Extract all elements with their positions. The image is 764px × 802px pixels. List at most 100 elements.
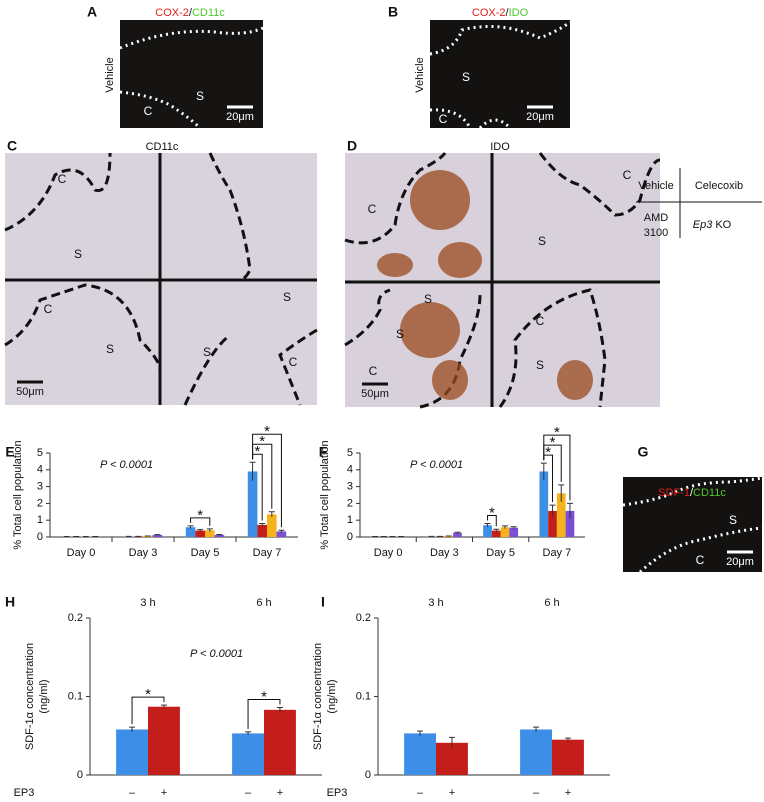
panel-label: A bbox=[87, 4, 97, 20]
y-tick-label: 3 bbox=[37, 481, 43, 493]
y-axis-label: SDF-1α concentration bbox=[312, 643, 324, 750]
significance-bracket bbox=[190, 517, 211, 526]
y-tick-label: 0.2 bbox=[356, 612, 371, 624]
y-tick-label: 0 bbox=[347, 531, 353, 543]
boundary bbox=[429, 20, 571, 56]
error-bar bbox=[259, 523, 266, 527]
key-text: Vehicle bbox=[638, 180, 673, 192]
scale-label: 20μm bbox=[726, 556, 754, 568]
region-label: C bbox=[536, 314, 545, 328]
significance-bracket bbox=[252, 433, 282, 528]
bar bbox=[214, 534, 225, 537]
text-part: CD11c bbox=[192, 7, 225, 19]
bar bbox=[552, 739, 584, 775]
side-label: Vehicle bbox=[104, 57, 116, 92]
text-part: CD11c bbox=[693, 487, 726, 499]
text-part: IDO bbox=[509, 7, 529, 19]
bar bbox=[520, 729, 552, 775]
significance-label: * bbox=[197, 507, 203, 524]
error-bar bbox=[448, 736, 455, 749]
y-tick-label: 2 bbox=[347, 497, 353, 509]
text-part: COX-2 bbox=[155, 7, 189, 19]
error-bar bbox=[454, 531, 461, 534]
significance-label: * bbox=[145, 686, 151, 703]
error-bar bbox=[154, 534, 161, 536]
x-tick-label: Day 0 bbox=[67, 547, 96, 559]
panel-label: G bbox=[638, 444, 649, 460]
bar bbox=[276, 531, 287, 537]
bar bbox=[267, 514, 277, 537]
y-tick-label: 2 bbox=[37, 497, 43, 509]
boundary bbox=[344, 152, 661, 409]
group-label: 3 h bbox=[140, 597, 155, 609]
panel-label: E bbox=[5, 444, 14, 460]
error-bar bbox=[245, 731, 252, 735]
x-tick-label: Day 7 bbox=[253, 547, 282, 559]
boundary bbox=[429, 108, 512, 130]
region-label: S bbox=[203, 345, 211, 359]
error-bar bbox=[540, 462, 547, 480]
text-part: / bbox=[506, 7, 510, 19]
panel-title: COX-2/CD11c bbox=[155, 7, 225, 19]
annotation: P < 0.0001 bbox=[190, 648, 243, 660]
bar bbox=[500, 527, 510, 537]
x-tick-label: Day 3 bbox=[430, 547, 459, 559]
error-bar bbox=[276, 706, 283, 713]
region-label: C bbox=[144, 104, 153, 118]
bar bbox=[556, 493, 566, 537]
bar bbox=[116, 729, 148, 775]
bar bbox=[247, 471, 258, 537]
y-tick-label: 0 bbox=[365, 769, 371, 781]
panel-label: B bbox=[388, 4, 398, 20]
boundary bbox=[119, 26, 264, 50]
panel-label: C bbox=[7, 138, 17, 154]
bar bbox=[152, 534, 163, 537]
region-label: S bbox=[729, 513, 737, 527]
significance-bracket bbox=[131, 696, 165, 725]
image-d bbox=[345, 153, 660, 407]
y-tick-label: 4 bbox=[37, 464, 43, 476]
scale-label: 20μm bbox=[226, 111, 254, 123]
side-label: Vehicle bbox=[414, 57, 426, 92]
significance-bracket bbox=[487, 515, 497, 527]
region-label: C bbox=[289, 355, 298, 369]
key-text: Celecoxib bbox=[695, 180, 743, 192]
y-tick-label: 5 bbox=[347, 447, 353, 459]
image-b bbox=[430, 20, 570, 128]
significance-label: * bbox=[554, 424, 560, 441]
panel-label: F bbox=[319, 444, 328, 460]
panel-title: IDO bbox=[490, 141, 510, 153]
error-bar bbox=[549, 504, 556, 517]
annotation: P < 0.0001 bbox=[100, 459, 153, 471]
boundary bbox=[4, 152, 318, 406]
error-bar bbox=[278, 529, 285, 533]
region-label: S bbox=[538, 234, 546, 248]
y-axis-label: (ng/ml) bbox=[38, 679, 50, 713]
region-label: S bbox=[106, 342, 114, 356]
region-label: S bbox=[396, 327, 404, 341]
region-label: C bbox=[623, 168, 632, 182]
y-tick-label: 4 bbox=[347, 464, 353, 476]
x-tick-label: Day 7 bbox=[543, 547, 572, 559]
bar bbox=[264, 709, 296, 775]
bar bbox=[143, 536, 153, 537]
x-tick-label: + bbox=[277, 787, 283, 799]
text-part: / bbox=[189, 7, 193, 19]
region-label: C bbox=[368, 202, 377, 216]
error-bar bbox=[249, 461, 256, 481]
y-axis-label: % Total cell population bbox=[12, 440, 24, 549]
bar bbox=[404, 733, 436, 775]
significance-label: * bbox=[254, 443, 260, 460]
region-label: S bbox=[536, 358, 544, 372]
significance-label: * bbox=[261, 688, 267, 705]
panel-title: CD11c bbox=[146, 141, 179, 153]
bar bbox=[483, 525, 492, 537]
region-label: C bbox=[439, 112, 448, 126]
error-bar bbox=[501, 525, 508, 529]
error-bar bbox=[268, 511, 275, 517]
image-g bbox=[623, 477, 762, 572]
error-bar bbox=[129, 726, 136, 732]
panel-title: COX-2/IDO bbox=[472, 7, 529, 19]
x-tick-label: – bbox=[417, 787, 424, 799]
text-part: SDF-1 bbox=[658, 487, 690, 499]
